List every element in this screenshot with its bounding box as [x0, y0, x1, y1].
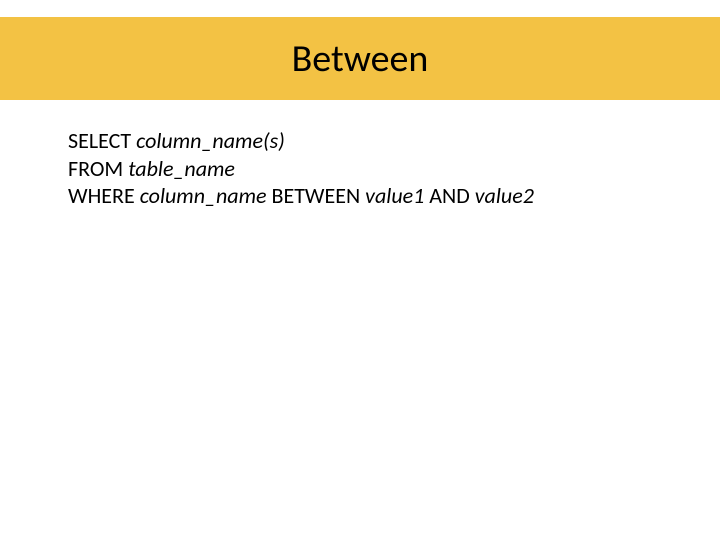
placeholder-value2: value2 [475, 182, 534, 209]
placeholder-table: table_name [128, 155, 235, 182]
keyword-select: SELECT [68, 127, 136, 154]
syntax-line-1: SELECT column_name(s) [68, 127, 652, 155]
keyword-from: FROM [68, 155, 128, 182]
placeholder-column: column_name [140, 182, 267, 209]
sql-syntax-body: SELECT column_name(s) FROM table_name WH… [68, 127, 652, 210]
keyword-and: AND [424, 182, 474, 209]
keyword-where: WHERE [68, 182, 140, 209]
syntax-line-2: FROM table_name [68, 155, 652, 183]
syntax-line-3: WHERE column_name BETWEEN value1 AND val… [68, 182, 652, 210]
title-banner: Between [0, 17, 720, 100]
slide-title: Between [292, 36, 429, 82]
keyword-between: BETWEEN [267, 182, 366, 209]
placeholder-columns: column_name(s) [136, 127, 285, 154]
placeholder-value1: value1 [365, 182, 424, 209]
